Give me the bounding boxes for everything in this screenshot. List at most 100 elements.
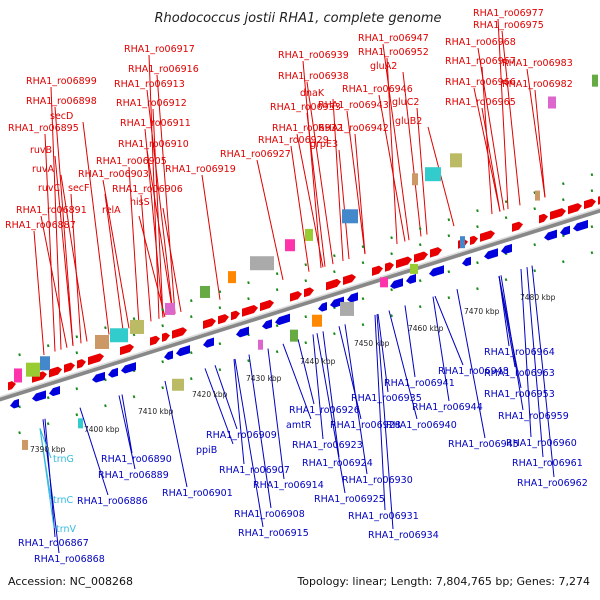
scale-tick-label-3: 7420 kbp xyxy=(192,390,228,399)
bottom-gene-label-30: RHA1_ro06901 xyxy=(162,488,233,499)
top-leader-5 xyxy=(473,87,501,212)
bottom-leader-11 xyxy=(456,289,486,439)
top-leader-30 xyxy=(128,166,140,326)
forward-gene-24 xyxy=(414,251,428,263)
top-leader-31 xyxy=(201,174,221,300)
bottom-gene-label-19: RHA1_ro06925 xyxy=(314,494,385,505)
top-gene-label-29: RHA1_ro06910 xyxy=(118,139,189,150)
bottom-gene-label-14: RHA1_ro06962 xyxy=(517,478,588,489)
top-gene-label-36: RHA1_ro06899 xyxy=(26,76,97,87)
bottom-gene-label-0: RHA1_ro06964 xyxy=(484,347,555,358)
forward-gene-34 xyxy=(584,198,596,210)
top-gene-label-4: RHA1_ro06983 xyxy=(502,58,573,69)
top-gene-label-28: RHA1_ro06911 xyxy=(120,118,191,129)
top-gene-label-27: RHA1_ro06912 xyxy=(116,98,187,109)
top-feature-box-13 xyxy=(412,173,418,186)
scale-tick-label-6: 7450 kbp xyxy=(354,339,390,348)
top-feature-box-7 xyxy=(200,285,210,298)
bottom-gene-label-26: RHA1_ro06908 xyxy=(234,509,305,520)
scale-tick-label-8: 7470 kbp xyxy=(464,307,500,316)
top-leader-24 xyxy=(148,54,160,319)
reverse-gene-5 xyxy=(108,367,118,378)
top-gene-label-20: RHA1_ro06932 xyxy=(272,123,343,134)
bottom-leader-24 xyxy=(233,359,245,465)
bottom-gene-label-21: RHA1_ro06934 xyxy=(368,530,439,541)
forward-gene-33 xyxy=(568,203,582,215)
bottom-gene-label-18: RHA1_ro06930 xyxy=(342,475,413,486)
bottom-gene-label-25: RHA1_ro06914 xyxy=(253,480,324,491)
reverse-gene-13 xyxy=(262,319,272,330)
bottom-feature-box-7 xyxy=(380,277,388,288)
bottom-gene-label-20: RHA1_ro06931 xyxy=(348,511,419,522)
accession-text: Accession: NC_008268 xyxy=(8,575,133,588)
top-leader-0 xyxy=(497,18,509,210)
top-leader-22 xyxy=(290,145,310,272)
bottom-gene-label-22: RHA1_ro06909 xyxy=(206,430,277,441)
top-gene-label-11: RHA1_ro06946 xyxy=(342,84,413,95)
bottom-gene-label-10: RHA1_ro06928 xyxy=(330,420,401,431)
top-feature-box-16 xyxy=(548,96,556,109)
top-gene-label-26: RHA1_ro06913 xyxy=(114,79,185,90)
forward-gene-21 xyxy=(372,265,383,276)
scale-ticks: 7390 kbp 7400 kbp 7410 kbp 7420 kbp 7430 kbp… xyxy=(30,293,556,454)
bottom-leader-28 xyxy=(121,394,133,454)
top-gene-label-33: RHA1_ro06906 xyxy=(112,184,183,195)
top-gene-label-22: RHA1_ro06929 xyxy=(258,135,329,146)
bottom-gene-label-16: RHA1_ro06923 xyxy=(292,440,363,451)
forward-gene-15 xyxy=(260,299,274,312)
top-feature-box-17 xyxy=(592,74,598,87)
scale-tick-label-9: 7480 kbp xyxy=(520,293,556,302)
forward-gene-19 xyxy=(326,278,341,291)
top-leader-3 xyxy=(481,66,493,215)
bottom-leader-15 xyxy=(282,343,312,420)
reverse-gene-16 xyxy=(318,302,327,312)
top-leader-33 xyxy=(140,194,152,322)
top-feature-box-3 xyxy=(95,334,109,349)
bottom-gene-label-8: RHA1_ro06935 xyxy=(351,393,422,404)
top-leader-26 xyxy=(146,89,174,315)
top-feature-box-6 xyxy=(165,302,175,315)
bottom-feature-box-4 xyxy=(290,329,298,342)
top-feature-box-11 xyxy=(305,228,313,241)
top-feature-box-9 xyxy=(250,256,274,271)
forward-gene-6 xyxy=(120,343,134,356)
bottom-gene-label-2: RHA1_ro06953 xyxy=(484,389,555,400)
bottom-leader-31 xyxy=(79,407,109,496)
top-gene-label-30: RHA1_ro06905 xyxy=(96,156,167,167)
bottom-leader-20 xyxy=(374,314,386,511)
top-gene-label-37: RHA1_ro06898 xyxy=(26,96,97,107)
reverse-gene-12 xyxy=(236,326,249,338)
top-gene-label-39: RHA1_ro06895 xyxy=(8,123,79,134)
top-leader-13 xyxy=(346,110,366,255)
reverse-gene-28 xyxy=(544,229,557,241)
rna-label-2: trnV xyxy=(56,524,76,535)
bottom-leader-22 xyxy=(214,365,238,430)
top-leader-40 xyxy=(54,155,74,346)
bottom-leader-14 xyxy=(531,265,555,478)
top-gene-label-32: RHA1_ro06903 xyxy=(78,169,149,180)
bottom-gene-label-23: ppiB xyxy=(196,445,217,456)
forward-gene-30 xyxy=(512,221,523,232)
forward-gene-8 xyxy=(150,335,160,346)
genome-summary-text: Topology: linear; Length: 7,804,765 bp; … xyxy=(296,575,590,588)
forward-gene-20 xyxy=(343,274,356,285)
bottom-leader-25 xyxy=(267,348,285,480)
top-gene-label-31: RHA1_ro06919 xyxy=(165,164,236,175)
reverse-gene-29 xyxy=(560,225,570,236)
reverse-gene-9 xyxy=(176,345,190,357)
top-leader-39 xyxy=(44,133,56,352)
top-leader-4 xyxy=(526,68,546,198)
reverse-gene-1 xyxy=(32,390,46,402)
top-leader-11 xyxy=(378,94,406,242)
bottom-gene-label-15: amtR xyxy=(286,420,312,431)
top-leader-18 xyxy=(332,98,344,262)
bottom-feature-box-6 xyxy=(340,301,354,316)
top-leader-32 xyxy=(102,179,130,329)
bottom-leader-9 xyxy=(297,339,315,405)
bottom-gene-label-32: RHA1_ro06867 xyxy=(18,538,89,549)
top-leader-41 xyxy=(60,174,88,342)
top-leader-8 xyxy=(382,43,410,241)
top-gene-label-38: secD xyxy=(50,111,73,122)
